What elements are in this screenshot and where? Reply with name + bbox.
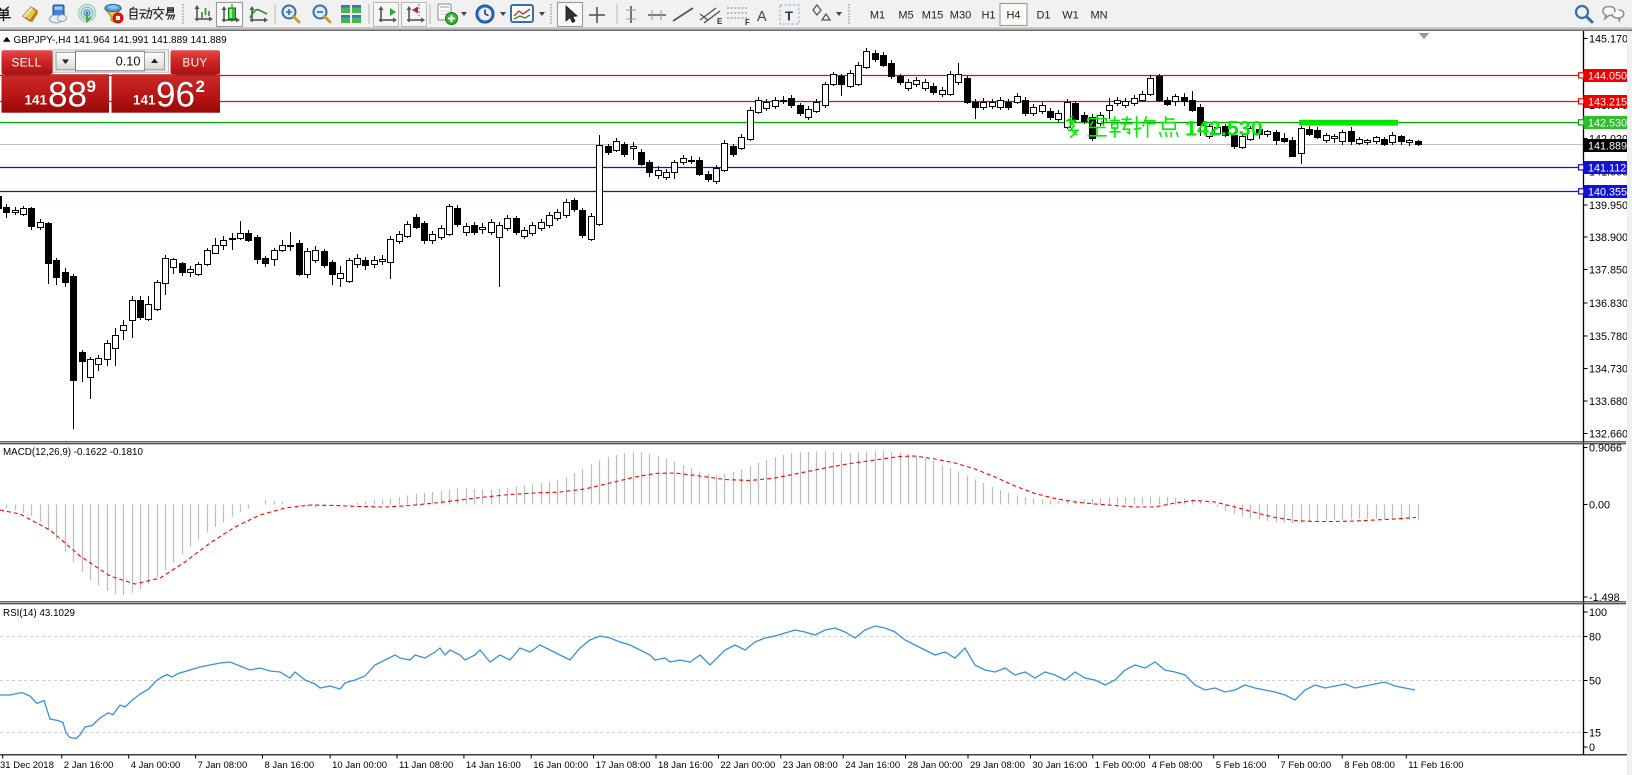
svg-text:11 Feb 16:00: 11 Feb 16:00 bbox=[1408, 760, 1463, 771]
svg-text:24 Jan 16:00: 24 Jan 16:00 bbox=[845, 760, 900, 771]
svg-text:BUY: BUY bbox=[182, 56, 207, 70]
svg-text:MACD(12,26,9) -0.1622 -0.1810: MACD(12,26,9) -0.1622 -0.1810 bbox=[3, 447, 144, 458]
svg-text:11 Jan 08:00: 11 Jan 08:00 bbox=[399, 760, 453, 771]
svg-text:100: 100 bbox=[1589, 607, 1607, 619]
svg-text:143.215: 143.215 bbox=[1588, 96, 1627, 108]
svg-text:18 Jan 16:00: 18 Jan 16:00 bbox=[658, 760, 713, 771]
svg-text:0.10: 0.10 bbox=[116, 54, 141, 69]
svg-text:1 Feb 00:00: 1 Feb 00:00 bbox=[1095, 760, 1146, 771]
svg-text:RSI(14) 43.1029: RSI(14) 43.1029 bbox=[3, 608, 75, 619]
svg-text:29 Jan 08:00: 29 Jan 08:00 bbox=[970, 760, 1025, 771]
svg-text:15: 15 bbox=[1589, 727, 1601, 739]
svg-text:30 Jan 16:00: 30 Jan 16:00 bbox=[1032, 760, 1087, 771]
svg-text:134.730: 134.730 bbox=[1589, 363, 1628, 375]
svg-text:8 Feb 08:00: 8 Feb 08:00 bbox=[1344, 760, 1395, 771]
svg-text:GBPJPY-,H4 141.964 141.991 14: GBPJPY-,H4 141.964 141.991 141.889 141.8… bbox=[14, 35, 228, 46]
svg-text:141: 141 bbox=[133, 93, 156, 108]
svg-text:SELL: SELL bbox=[11, 56, 41, 70]
svg-text:10 Jan 00:00: 10 Jan 00:00 bbox=[332, 760, 387, 771]
svg-text:23 Jan 08:00: 23 Jan 08:00 bbox=[783, 760, 838, 771]
svg-text:0: 0 bbox=[1589, 742, 1595, 754]
svg-text:4 Feb 08:00: 4 Feb 08:00 bbox=[1152, 760, 1203, 771]
svg-text:22 Jan 00:00: 22 Jan 00:00 bbox=[720, 760, 775, 771]
svg-text:132.660: 132.660 bbox=[1589, 428, 1628, 440]
svg-text:141.889: 141.889 bbox=[1588, 140, 1627, 152]
svg-text:14 Jan 16:00: 14 Jan 16:00 bbox=[466, 760, 521, 771]
svg-text:17 Jan 08:00: 17 Jan 08:00 bbox=[596, 760, 651, 771]
svg-text:144.050: 144.050 bbox=[1588, 70, 1627, 82]
svg-text:140.355: 140.355 bbox=[1588, 186, 1627, 198]
svg-text:H1: H1 bbox=[981, 10, 995, 22]
svg-text:28 Jan 00:00: 28 Jan 00:00 bbox=[908, 760, 963, 771]
svg-text:MN: MN bbox=[1090, 10, 1107, 22]
svg-text:16 Jan 00:00: 16 Jan 00:00 bbox=[533, 760, 588, 771]
svg-text:142.530: 142.530 bbox=[1185, 117, 1263, 141]
svg-text:80: 80 bbox=[1589, 631, 1601, 643]
svg-text:0.9066: 0.9066 bbox=[1589, 442, 1622, 454]
svg-text:135.780: 135.780 bbox=[1589, 331, 1628, 343]
svg-text:T: T bbox=[785, 9, 793, 24]
svg-text:W1: W1 bbox=[1062, 10, 1079, 22]
svg-text:133.680: 133.680 bbox=[1589, 396, 1628, 408]
svg-text:142.530: 142.530 bbox=[1588, 117, 1627, 129]
svg-text:-1.498: -1.498 bbox=[1589, 592, 1620, 604]
svg-text:A: A bbox=[757, 9, 767, 25]
svg-text:M15: M15 bbox=[922, 10, 943, 22]
svg-text:145.170: 145.170 bbox=[1589, 33, 1628, 45]
svg-text:141.112: 141.112 bbox=[1588, 162, 1626, 174]
svg-text:138.900: 138.900 bbox=[1589, 232, 1628, 244]
svg-text:141: 141 bbox=[25, 93, 48, 108]
svg-text:137.850: 137.850 bbox=[1589, 264, 1628, 276]
svg-text:4 Jan 00:00: 4 Jan 00:00 bbox=[131, 760, 181, 771]
svg-text:8 Jan 16:00: 8 Jan 16:00 bbox=[265, 760, 315, 771]
svg-text:50: 50 bbox=[1589, 675, 1601, 687]
svg-text:5 Feb 16:00: 5 Feb 16:00 bbox=[1216, 760, 1267, 771]
svg-text:M5: M5 bbox=[898, 10, 913, 22]
svg-text:D1: D1 bbox=[1036, 10, 1050, 22]
svg-text:M30: M30 bbox=[950, 10, 971, 22]
svg-text:2: 2 bbox=[196, 77, 205, 96]
svg-text:31 Dec 2018: 31 Dec 2018 bbox=[0, 760, 54, 771]
svg-text:88: 88 bbox=[48, 76, 87, 115]
svg-text:H4: H4 bbox=[1006, 10, 1020, 22]
svg-text:139.950: 139.950 bbox=[1589, 200, 1628, 212]
svg-text:136.830: 136.830 bbox=[1589, 298, 1628, 310]
svg-text:0.00: 0.00 bbox=[1589, 499, 1610, 511]
svg-text:7 Feb 00:00: 7 Feb 00:00 bbox=[1280, 760, 1331, 771]
svg-text:2 Jan 16:00: 2 Jan 16:00 bbox=[64, 760, 114, 771]
svg-text:E: E bbox=[717, 17, 723, 26]
svg-text:7 Jan 08:00: 7 Jan 08:00 bbox=[198, 760, 248, 771]
svg-text:M1: M1 bbox=[870, 10, 885, 22]
svg-text:9: 9 bbox=[87, 77, 96, 96]
svg-text:96: 96 bbox=[156, 76, 195, 115]
svg-text:F: F bbox=[745, 18, 750, 27]
